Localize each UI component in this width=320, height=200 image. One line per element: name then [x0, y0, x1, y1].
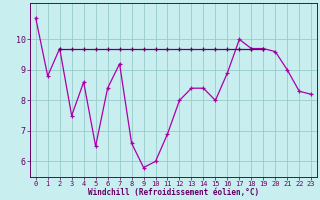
X-axis label: Windchill (Refroidissement éolien,°C): Windchill (Refroidissement éolien,°C) [88, 188, 259, 197]
